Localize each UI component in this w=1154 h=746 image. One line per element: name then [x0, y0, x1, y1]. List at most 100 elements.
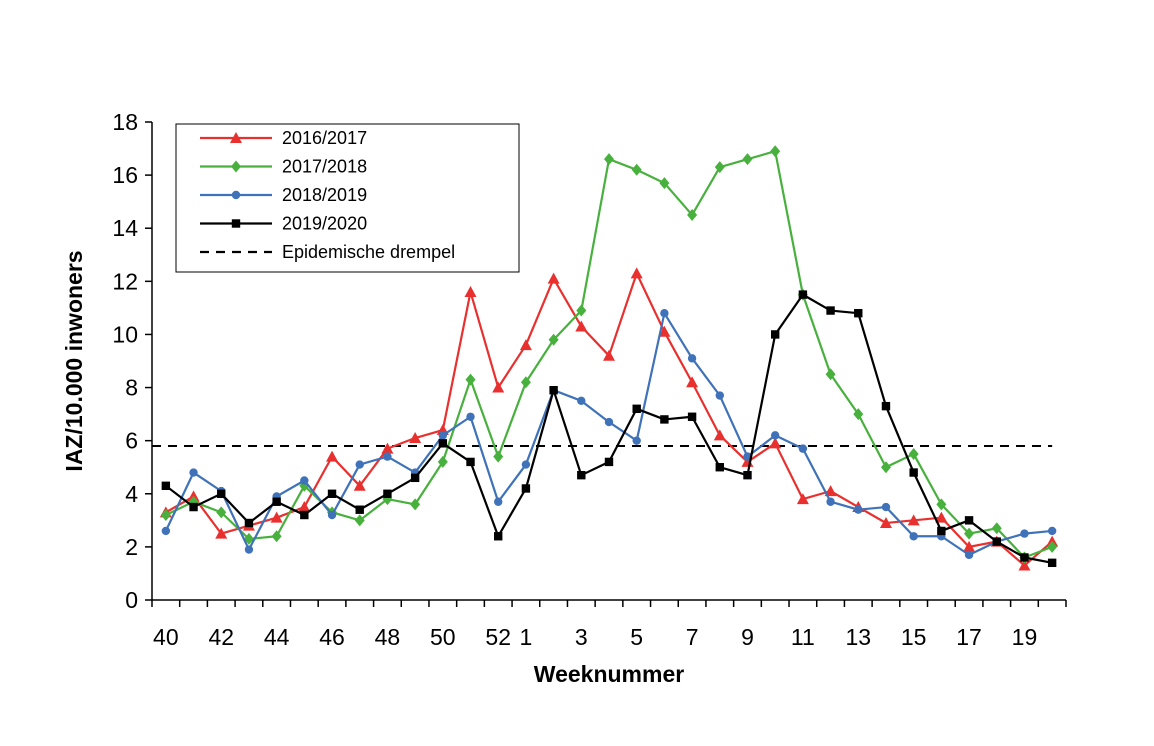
y-tick-label: 4	[125, 481, 138, 507]
data-point	[409, 432, 422, 444]
data-point	[935, 511, 948, 523]
data-point	[1047, 558, 1057, 568]
data-point	[908, 447, 919, 460]
series-line	[164, 312, 1053, 556]
data-point	[796, 493, 809, 505]
data-point	[714, 161, 725, 174]
data-point	[603, 349, 615, 361]
data-point	[548, 333, 559, 346]
data-point	[327, 510, 337, 520]
x-tick-label: 40	[153, 624, 179, 650]
data-point	[438, 439, 448, 448]
data-point	[604, 153, 614, 166]
y-axis-title: IAZ/10.000 inwoners	[61, 250, 87, 471]
data-point	[604, 457, 614, 467]
legend-label: 2016/2017	[282, 128, 367, 148]
data-point	[880, 461, 891, 474]
legend-entry: Epidemische drempel	[200, 242, 455, 262]
data-point	[549, 386, 558, 395]
series-2	[161, 309, 1057, 560]
data-point	[769, 437, 782, 449]
data-point	[161, 526, 171, 536]
data-point	[410, 498, 421, 511]
data-point	[272, 497, 281, 506]
data-point	[879, 516, 892, 528]
data-point	[494, 497, 503, 506]
y-tick-label: 18	[112, 109, 138, 135]
data-point	[770, 330, 780, 339]
legend-entry: 2017/2018	[200, 157, 367, 177]
data-point	[660, 415, 669, 424]
data-point	[881, 502, 891, 512]
legend-label: 2018/2019	[282, 185, 367, 205]
data-point	[853, 408, 864, 421]
data-point	[687, 412, 697, 421]
y-tick-label: 6	[125, 428, 138, 454]
data-point	[743, 452, 752, 461]
legend-entry: 2019/2020	[200, 214, 367, 234]
data-point	[909, 468, 918, 477]
data-point	[659, 177, 670, 190]
data-point	[438, 431, 448, 440]
data-point	[964, 550, 974, 560]
series-0	[159, 267, 1059, 571]
legend: 2016/2017 2017/2018 2018/2019 2019/2020 Epid…	[175, 123, 520, 273]
data-point	[355, 460, 364, 469]
data-point	[355, 505, 364, 514]
series-3	[161, 290, 1057, 568]
series-line	[165, 293, 1053, 564]
data-point	[742, 153, 753, 166]
x-tick-label: 1	[520, 624, 533, 650]
legend-label: 2019/2020	[282, 214, 367, 234]
data-point	[244, 518, 254, 528]
data-point	[520, 376, 531, 389]
legend-label: Epidemische drempel	[282, 242, 455, 262]
data-point	[577, 396, 586, 406]
data-point	[464, 285, 477, 297]
x-tick-label: 11	[791, 624, 815, 650]
legend-entry: 2016/2017	[200, 128, 367, 148]
data-point	[825, 368, 836, 381]
data-point	[383, 452, 392, 461]
data-point	[231, 190, 241, 200]
data-point	[1020, 529, 1029, 538]
data-point	[577, 470, 586, 480]
y-tick-label: 14	[112, 215, 138, 241]
data-point	[383, 489, 392, 498]
data-point	[271, 530, 282, 543]
series-layer	[159, 145, 1059, 571]
data-point	[521, 460, 531, 469]
data-point	[660, 309, 669, 318]
data-point	[160, 509, 171, 522]
data-point	[854, 309, 863, 318]
data-point	[798, 290, 808, 299]
data-point	[909, 532, 918, 541]
data-point	[300, 510, 309, 520]
data-point	[466, 457, 475, 467]
x-tick-label: 3	[575, 624, 588, 650]
data-point	[189, 468, 198, 477]
y-tick-label: 16	[112, 162, 138, 188]
data-point	[215, 527, 228, 539]
data-point	[687, 208, 698, 221]
data-point	[686, 376, 699, 388]
x-tick-label: 52	[485, 624, 511, 650]
data-point	[715, 463, 724, 472]
data-point	[658, 325, 671, 337]
x-tick-label: 9	[741, 624, 754, 650]
data-point	[992, 537, 1001, 546]
x-tick-label: 48	[375, 624, 401, 650]
data-point	[217, 489, 226, 498]
data-point	[270, 511, 283, 523]
x-axis-ticks: 40 42 44 46 48 50 52 1 3 5 7 9 11 13 15 17 19	[151, 600, 1067, 650]
data-point	[937, 526, 946, 536]
data-point	[907, 514, 920, 526]
data-point	[519, 339, 532, 351]
data-point	[230, 132, 242, 143]
data-point	[576, 304, 587, 317]
data-point	[798, 444, 808, 453]
data-point	[826, 306, 835, 315]
data-point	[687, 354, 697, 363]
data-point	[492, 381, 505, 393]
